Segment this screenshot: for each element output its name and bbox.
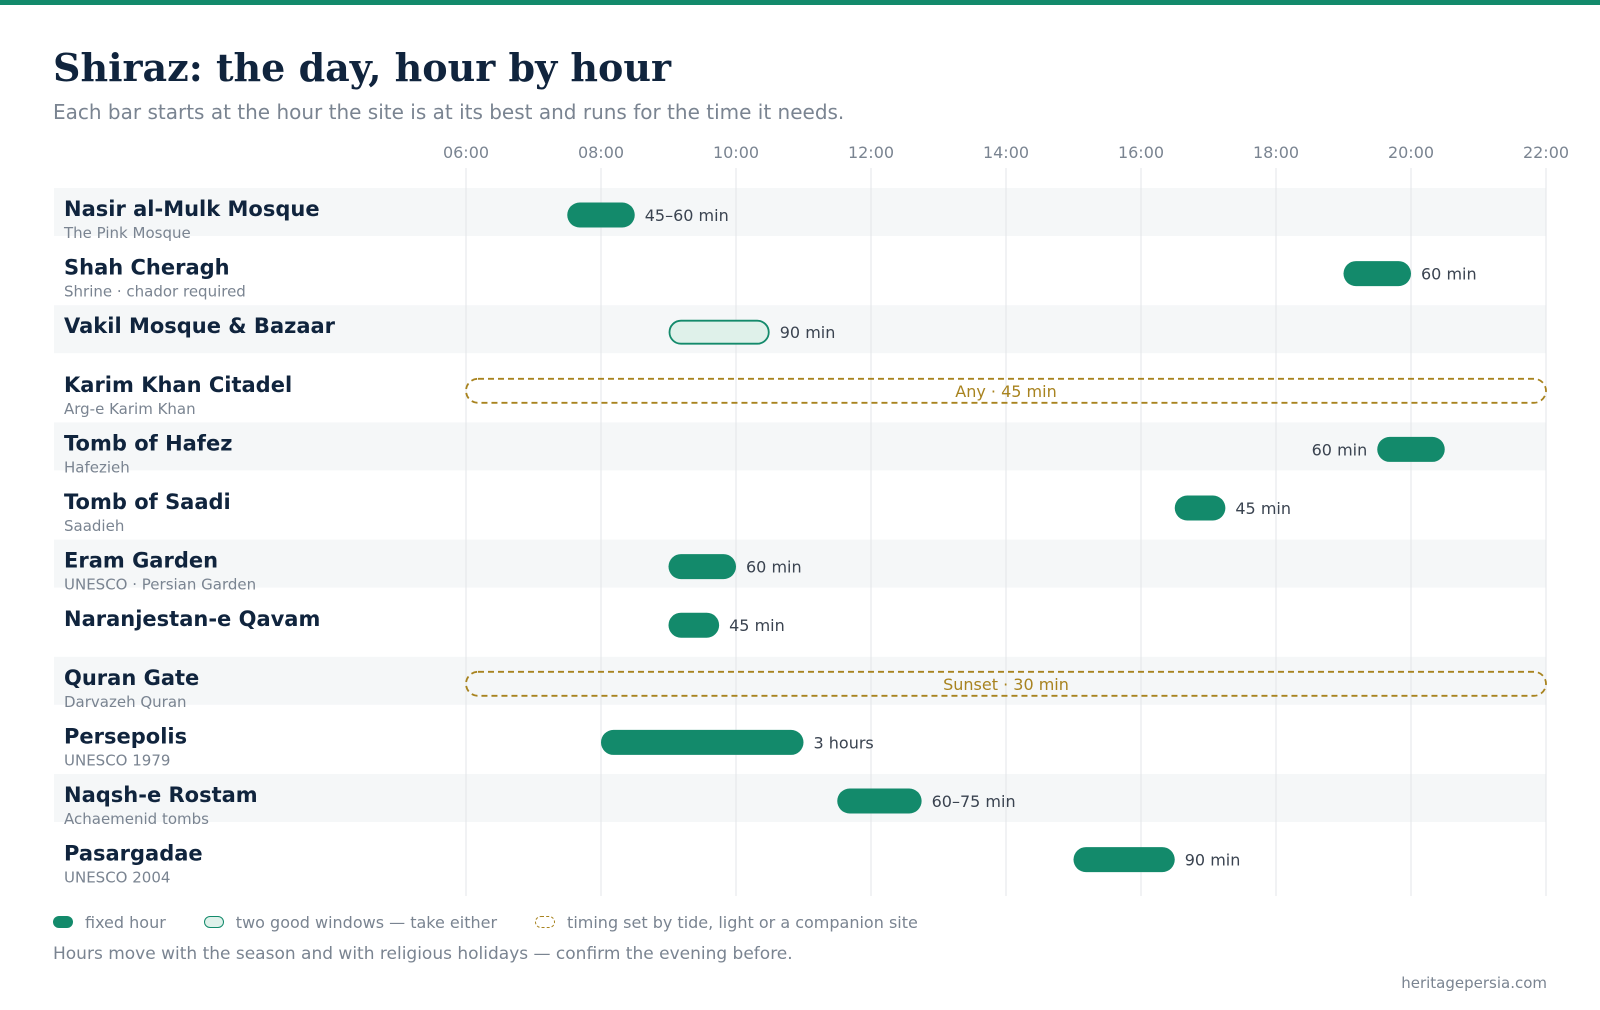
legend-label-timing: timing set by tide, light or a companion…: [567, 912, 918, 932]
site-subtitle: Darvazeh Quran: [64, 693, 187, 711]
legend-swatch-two-windows: [203, 916, 224, 928]
x-tick-label: 06:00: [443, 143, 489, 162]
x-tick-label: 14:00: [983, 143, 1029, 162]
site-name: Shah Cheragh: [64, 256, 230, 280]
site-subtitle: Shrine · chador required: [64, 283, 246, 301]
row-band: [54, 656, 1546, 705]
duration-bar: [668, 554, 736, 580]
source-credit: heritagepersia.com: [1401, 974, 1547, 992]
row-band: [54, 539, 1546, 588]
site-subtitle: Achaemenid tombs: [64, 810, 209, 828]
legend-swatch-timing: [535, 916, 556, 928]
page-title: Shiraz: the day, hour by hour: [53, 45, 672, 90]
duration-label: Sunset · 30 min: [943, 675, 1069, 694]
site-subtitle: UNESCO 1979: [64, 751, 170, 769]
top-accent-bar: [0, 0, 1600, 5]
x-tick-label: 22:00: [1523, 143, 1569, 162]
site-name: Eram Garden: [64, 549, 218, 573]
x-tick-label: 12:00: [848, 143, 894, 162]
duration-label: 60 min: [1312, 440, 1368, 459]
site-subtitle: Arg-e Karim Khan: [64, 400, 196, 418]
footnote: Hours move with the season and with reli…: [53, 944, 793, 964]
site-subtitle: UNESCO · Persian Garden: [64, 576, 256, 594]
page-subtitle: Each bar starts at the hour the site is …: [53, 100, 845, 124]
duration-bar: [668, 612, 720, 638]
site-name: Tomb of Saadi: [64, 490, 231, 514]
site-name: Nasir al-Mulk Mosque: [64, 197, 320, 221]
legend-swatch-fixed: [53, 916, 73, 928]
site-name: Tomb of Hafez: [64, 431, 232, 455]
duration-label: 90 min: [780, 323, 836, 342]
duration-label: 45 min: [729, 616, 785, 635]
duration-label: 60 min: [1421, 265, 1477, 284]
x-tick-label: 08:00: [578, 143, 624, 162]
x-tick-label: 10:00: [713, 143, 759, 162]
duration-label: 3 hours: [814, 733, 874, 752]
duration-bar: [1343, 261, 1411, 287]
two-windows-bar: [668, 319, 770, 345]
schedule-chart: 06:00 08:00 10:00 12:00 14:00 16:00 18:00 20:00…: [54, 143, 1570, 896]
site-name: Vakil Mosque & Bazaar: [64, 314, 336, 338]
duration-label: 60 min: [746, 558, 802, 577]
row-band: [54, 305, 1546, 354]
duration-label: 90 min: [1185, 851, 1241, 870]
legend: fixed hour two good windows — take eithe…: [53, 911, 956, 933]
duration-label: 60–75 min: [932, 792, 1016, 811]
site-name: Karim Khan Citadel: [64, 373, 292, 397]
x-tick-label: 20:00: [1388, 143, 1434, 162]
site-name: Quran Gate: [64, 666, 199, 690]
site-name: Persepolis: [64, 724, 187, 748]
timing-bar: [465, 670, 1547, 697]
duration-label: 45 min: [1235, 499, 1291, 518]
legend-item-fixed: fixed hour: [53, 913, 166, 932]
legend-item-two-windows: two good windows — take either: [203, 912, 498, 932]
legend-label-two-windows: two good windows — take either: [235, 912, 498, 932]
site-subtitle: Saadieh: [64, 517, 124, 535]
row-band: [54, 188, 1546, 236]
legend-label-fixed: fixed hour: [85, 912, 166, 932]
duration-bar: [1073, 847, 1175, 873]
timing-bar: [465, 377, 1547, 404]
row-band: [54, 774, 1546, 822]
site-subtitle: Hafezieh: [64, 458, 130, 476]
site-subtitle: The Pink Mosque: [63, 224, 191, 242]
site-name: Naranjestan-e Qavam: [64, 607, 320, 631]
legend-item-timing: timing set by tide, light or a companion…: [535, 913, 918, 932]
x-tick-label: 18:00: [1253, 143, 1299, 162]
duration-label: 45–60 min: [645, 206, 729, 225]
duration-bar: [567, 202, 635, 228]
site-name: Pasargadae: [64, 842, 203, 866]
x-tick-label: 16:00: [1118, 143, 1164, 162]
duration-bar: [837, 788, 922, 814]
site-name: Naqsh-e Rostam: [64, 783, 258, 807]
duration-bar: [601, 729, 804, 755]
row-band: [54, 422, 1546, 471]
site-subtitle: UNESCO 2004: [64, 869, 170, 887]
duration-bar: [1174, 495, 1226, 521]
duration-label: Any · 45 min: [955, 382, 1056, 401]
duration-bar: [1377, 436, 1445, 462]
